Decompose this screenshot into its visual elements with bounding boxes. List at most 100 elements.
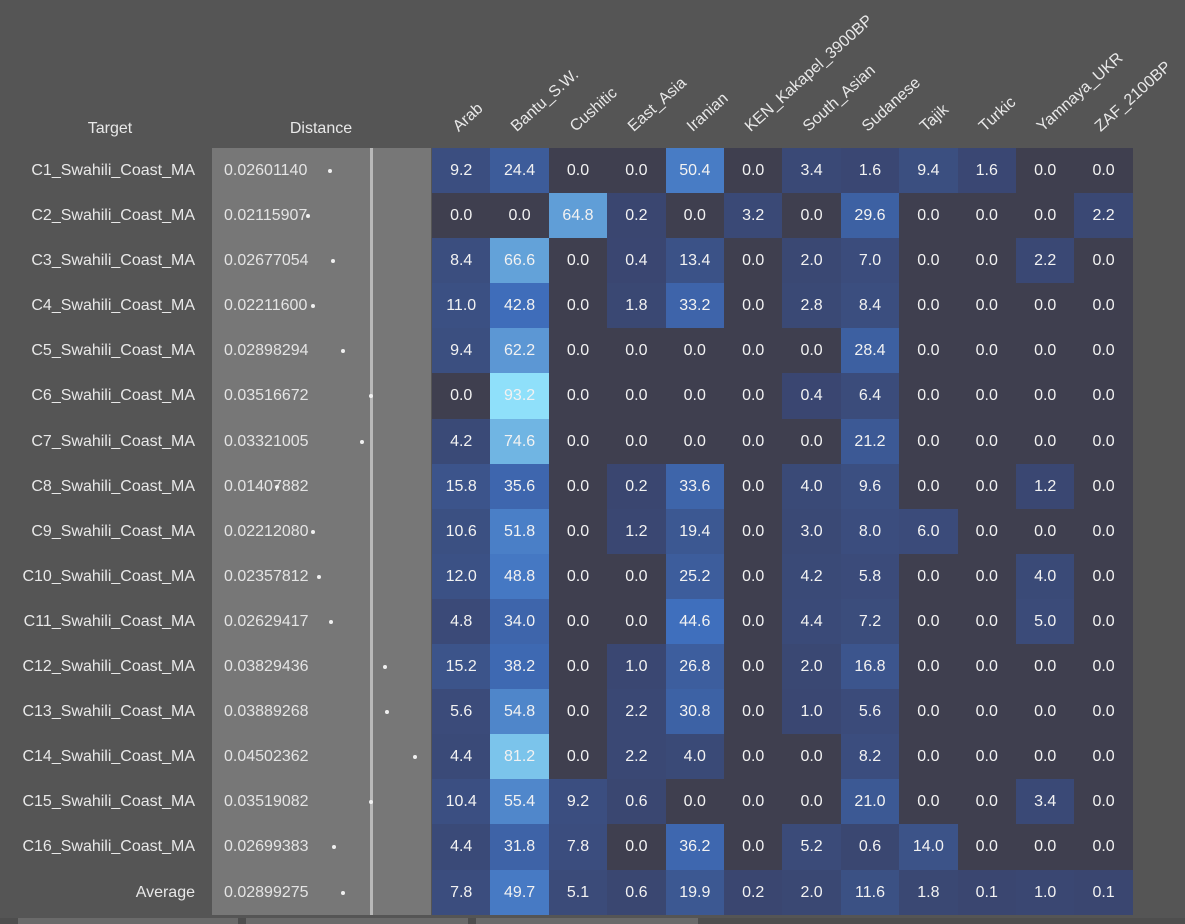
heatmap-cell: 0.0: [957, 508, 1016, 554]
heatmap-cell: 0.0: [957, 238, 1016, 284]
table-row[interactable]: C16_Swahili_Coast_MA 0.02699383 4.4 31.8 7.8…: [0, 824, 1185, 870]
heatmap-cell: 0.0: [607, 553, 666, 599]
heatmap-cell: 0.0: [782, 734, 841, 780]
heatmap-cell: 16.8: [840, 644, 900, 690]
table-row[interactable]: C7_Swahili_Coast_MA 0.03321005 4.2 74.6 0.0 0…: [0, 418, 1185, 464]
column-header[interactable]: East_Asia: [625, 74, 691, 136]
heatmap-cell: 4.4: [432, 734, 491, 780]
heatmap-cell: 4.8: [432, 598, 491, 645]
table-row[interactable]: C12_Swahili_Coast_MA 0.03829436 15.2 38.2 0.…: [0, 644, 1185, 690]
heatmap-cell: 1.6: [840, 148, 900, 194]
heatmap-cell: 0.0: [1074, 779, 1133, 825]
target-label: C5_Swahili_Coast_MA: [31, 342, 195, 360]
table-row[interactable]: C15_Swahili_Coast_MA 0.03519082 10.4 55.4 9.…: [0, 779, 1185, 825]
heatmap-cell: 2.2: [607, 689, 666, 735]
heatmap-cell: 0.0: [1074, 553, 1133, 599]
heatmap-cell: 8.0: [840, 508, 900, 554]
heatmap-cell: 19.9: [665, 869, 724, 915]
heatmap-cell: 0.0: [957, 193, 1016, 239]
heatmap-cell: 0.0: [899, 644, 958, 690]
distance-value: 0.02601140: [224, 162, 308, 179]
target-label: C6_Swahili_Coast_MA: [31, 387, 195, 405]
heatmap-cell: 0.0: [548, 328, 608, 374]
heatmap-cell: 5.8: [840, 553, 900, 599]
target-label: C16_Swahili_Coast_MA: [22, 838, 195, 856]
table-row[interactable]: C10_Swahili_Coast_MA 0.02357812 12.0 48.8 0.…: [0, 553, 1185, 599]
column-header[interactable]: Tajik: [917, 101, 953, 136]
distance-marker: [332, 845, 337, 850]
distance-marker: [306, 214, 311, 219]
heatmap-cell: 0.0: [1016, 283, 1075, 329]
distance-marker: [329, 619, 334, 624]
heatmap-cell: 0.0: [1016, 148, 1075, 194]
scrollbar-thumb-segment[interactable]: [476, 918, 698, 924]
heatmap-cell: 15.8: [432, 463, 491, 509]
table-row[interactable]: C14_Swahili_Coast_MA 0.04502362 4.4 81.2 0.0…: [0, 734, 1185, 780]
target-label: C7_Swahili_Coast_MA: [31, 432, 195, 450]
heatmap-cell: 0.0: [782, 328, 841, 374]
heatmap-cell: 0.0: [724, 734, 783, 780]
heatmap-cell: 0.0: [724, 148, 783, 194]
column-header[interactable]: Cushitic: [566, 84, 621, 136]
table-row[interactable]: C8_Swahili_Coast_MA 0.01407882 15.8 35.6 0.0…: [0, 463, 1185, 509]
target-label: C9_Swahili_Coast_MA: [31, 522, 195, 540]
column-header[interactable]: Arab: [449, 100, 487, 136]
table-row[interactable]: C3_Swahili_Coast_MA 0.02677054 8.4 66.6 0.0 0…: [0, 238, 1185, 284]
table-row[interactable]: Average 0.02899275 7.8 49.7 5.1 0.6 19.9 0.2 2.0…: [0, 869, 1185, 915]
target-column-header[interactable]: Target: [87, 120, 133, 137]
table-row[interactable]: C6_Swahili_Coast_MA 0.03516672 0.0 93.2 0.0 0…: [0, 373, 1185, 419]
heatmap-cell: 0.0: [724, 824, 783, 870]
heatmap-cell: 9.2: [548, 779, 608, 825]
column-header[interactable]: Iranian: [683, 89, 732, 136]
table-row[interactable]: C4_Swahili_Coast_MA 0.02211600 11.0 42.8 0.0…: [0, 283, 1185, 329]
heatmap-cell: 64.8: [548, 193, 608, 239]
scrollbar-thumb-segment[interactable]: [18, 918, 238, 924]
heatmap-cell: 4.0: [665, 734, 724, 780]
table-row[interactable]: C13_Swahili_Coast_MA 0.03889268 5.6 54.8 0.0…: [0, 689, 1185, 735]
heatmap-cell: 44.6: [665, 598, 724, 645]
heatmap-cell: 0.0: [1074, 463, 1133, 509]
heatmap-cell: 5.6: [840, 689, 900, 735]
column-header[interactable]: Turkic: [975, 93, 1019, 136]
heatmap-cell: 0.0: [1074, 148, 1133, 194]
table-row[interactable]: C5_Swahili_Coast_MA 0.02898294 9.4 62.2 0.0 0…: [0, 328, 1185, 374]
target-label: C8_Swahili_Coast_MA: [31, 477, 195, 495]
heatmap-cell: 1.2: [1016, 463, 1075, 509]
table-row[interactable]: C2_Swahili_Coast_MA 0.02115907 0.0 0.0 64.8 0…: [0, 193, 1185, 239]
heatmap-cell: 0.6: [840, 824, 900, 870]
heatmap-cell: 42.8: [490, 283, 549, 329]
heatmap-cell: 0.0: [548, 238, 608, 284]
target-label: C12_Swahili_Coast_MA: [22, 658, 195, 676]
heatmap-cell: 0.0: [548, 689, 608, 735]
heatmap-cell: 0.0: [899, 283, 958, 329]
heatmap-cell: 0.0: [724, 418, 783, 464]
heatmap-cell: 0.0: [724, 238, 783, 284]
distance-column-header[interactable]: Distance: [289, 120, 353, 137]
heatmap-cell: 0.0: [724, 328, 783, 374]
heatmap-cell: 0.0: [1016, 193, 1075, 239]
heatmap-cell: 35.6: [490, 463, 549, 509]
distance-value: 0.02677054: [224, 252, 309, 270]
heatmap-cell: 30.8: [665, 689, 724, 735]
scrollbar-thumb-segment[interactable]: [246, 918, 468, 924]
component-column-headers: Arab Bantu_S.W. Cushitic East_Asia Iranian KE…: [0, 0, 1185, 150]
heatmap-cell: 3.2: [724, 193, 783, 239]
heatmap-cell: 6.4: [840, 373, 900, 419]
distance-value: 0.04502362: [224, 748, 309, 766]
heatmap-cell: 1.8: [607, 283, 666, 329]
table-row[interactable]: C9_Swahili_Coast_MA 0.02212080 10.6 51.8 0.0…: [0, 508, 1185, 554]
heatmap-cell: 0.0: [1074, 238, 1133, 284]
distance-value: 0.02212080: [224, 522, 309, 540]
table-row[interactable]: C1_Swahili_Coast_MA 0.02601140 9.2 24.4 0.0 0…: [0, 148, 1185, 194]
heatmap-cell: 49.7: [490, 869, 549, 915]
heatmap-cell: 0.0: [899, 418, 958, 464]
heatmap-cell: 3.4: [782, 148, 841, 194]
distance-value: 0.02211600: [224, 297, 308, 315]
heatmap-cell: 54.8: [490, 689, 549, 735]
target-label: C2_Swahili_Coast_MA: [31, 207, 195, 225]
heatmap-cell: 0.0: [899, 553, 958, 599]
heatmap-cell: 4.0: [1016, 553, 1075, 599]
heatmap-cell: 0.6: [607, 869, 666, 915]
target-label: Average: [135, 883, 195, 901]
table-row[interactable]: C11_Swahili_Coast_MA 0.02629417 4.8 34.0 0.0…: [0, 598, 1185, 645]
